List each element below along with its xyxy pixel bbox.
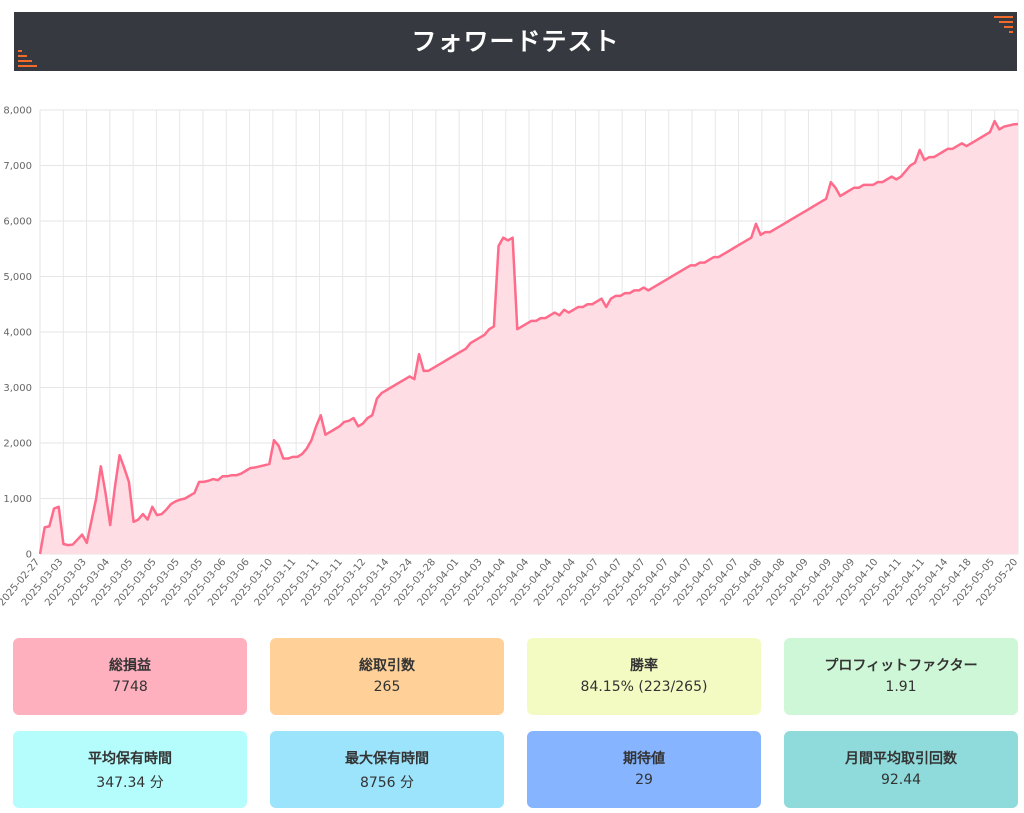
stat-value: 29 (635, 772, 653, 788)
stat-value: 8756 分 (359, 775, 415, 791)
stat-card-avg-holding-time: 平均保有時間 347.34 分 (13, 731, 247, 808)
equity-area-fill (40, 121, 1018, 554)
equity-chart: 0 1,000 2,000 3,000 4,000 5,000 6,000 7,000 8,00… (0, 106, 1020, 609)
stat-value: 265 (373, 679, 401, 695)
corner-stripes-icon (994, 16, 1013, 33)
stat-card-max-holding-time: 最大保有時間 8756 分 (270, 731, 504, 808)
y-tick-label: 5,000 (3, 272, 32, 283)
stat-title: 総損益 (109, 658, 151, 674)
y-axis: 0 1,000 2,000 3,000 4,000 5,000 6,000 7,000 8,00… (3, 106, 32, 561)
y-tick-label: 0 (26, 550, 32, 561)
page-header: フォワードテスト (14, 12, 1017, 71)
y-tick-label: 4,000 (3, 328, 32, 339)
stat-card-total-pnl: 総損益 7748 (13, 638, 247, 715)
page-title: フォワードテスト (411, 27, 620, 56)
corner-stripes-icon (18, 50, 37, 67)
y-tick-label: 6,000 (3, 217, 32, 228)
stat-value: 84.15% (223/265) (580, 679, 708, 695)
stat-value: 347.34 分 (96, 775, 164, 791)
stat-title: プロフィットファクター (824, 658, 978, 674)
y-tick-label: 8,000 (3, 106, 32, 117)
y-tick-label: 3,000 (3, 383, 32, 394)
equity-line (38, 119, 1019, 555)
y-tick-label: 1,000 (3, 494, 32, 505)
stat-title: 勝率 (630, 658, 658, 674)
stat-value: 7748 (112, 679, 148, 695)
stat-title: 平均保有時間 (88, 751, 172, 767)
stat-value: 1.91 (885, 679, 917, 695)
y-tick-label: 7,000 (3, 161, 32, 172)
stat-title: 総取引数 (359, 658, 415, 674)
stat-card-expected-value: 期待値 29 (527, 731, 761, 808)
stat-card-total-trades: 総取引数 265 (270, 638, 504, 715)
y-tick-label: 2,000 (3, 439, 32, 450)
stat-card-win-rate: 勝率 84.15% (223/265) (527, 638, 761, 715)
stat-value: 92.44 (880, 772, 922, 788)
stat-card-profit-factor: プロフィットファクター 1.91 (784, 638, 1018, 715)
stat-card-monthly-avg-trades: 月間平均取引回数 92.44 (784, 731, 1018, 808)
chart-area-layer (38, 119, 1019, 555)
x-axis: 2025-02-272025-03-032025-03-032025-03-04… (0, 557, 1020, 609)
stat-title: 最大保有時間 (345, 751, 429, 767)
stat-title: 月間平均取引回数 (845, 751, 957, 767)
stat-title: 期待値 (623, 751, 665, 767)
